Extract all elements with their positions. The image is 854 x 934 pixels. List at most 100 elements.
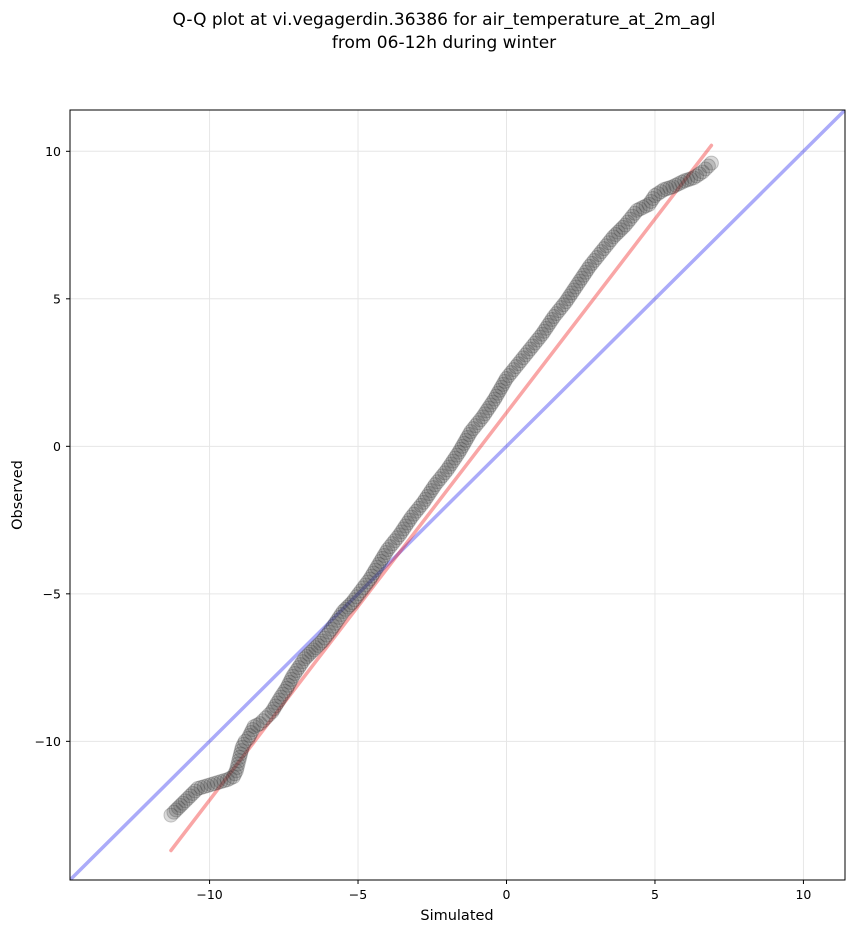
quantile-point [175,795,191,811]
quantile-point [216,773,232,789]
quantile-point [572,273,588,289]
quantile-point [578,264,594,280]
y-tick-label: −10 [35,734,61,749]
quantile-point [503,365,519,381]
quantile-point [317,630,333,646]
quantile-point [683,171,699,187]
quantile-point [275,686,291,702]
quantile-point [310,637,326,653]
quantile-point [689,168,705,184]
quantile-point [617,217,633,233]
quantile-point [647,188,663,204]
quantile-point [398,518,414,534]
quantile-point [287,665,303,681]
quantile-point [419,488,435,504]
quantile-point [627,205,643,221]
x-tick-label: 10 [795,887,811,902]
quantile-point [233,743,249,759]
quantile-point [513,353,529,369]
quantile-point [510,356,526,372]
quantile-point [333,606,349,622]
quantile-point [384,536,400,552]
quantile-point [423,483,439,499]
quantile-point [233,746,249,762]
quantile-point [451,444,467,460]
quantile-point [291,660,307,676]
quantile-point [261,707,277,723]
quantile-point [615,219,631,235]
quantile-point [325,618,341,634]
quantile-point [382,539,398,555]
x-tick-label: −10 [196,887,222,902]
quantile-point [490,385,506,401]
quantile-point [230,756,246,772]
quantile-point [432,471,448,487]
quantile-point [454,438,470,454]
quantile-point [603,232,619,248]
quantile-point [501,368,517,384]
quantile-point [400,515,416,531]
quantile-point [180,790,196,806]
quantile-point [665,179,681,195]
quantile-point [369,559,385,575]
quantile-point [495,376,511,392]
quantile-point [635,199,651,215]
quantile-point [269,695,285,711]
quantile-point [378,545,394,561]
x-tick-label: 0 [503,887,511,902]
quantile-point [650,186,666,202]
quantile-point [406,506,422,522]
quantile-point [295,654,311,670]
quantile-point [456,435,472,451]
quantile-point [227,766,243,782]
quantile-point [481,400,497,416]
quantile-point [413,497,429,513]
quantile-point [463,424,479,440]
quantile-point [677,173,693,189]
quantile-point [517,347,533,363]
quantile-point [458,432,474,448]
quantile-point [297,651,313,667]
quantile-point [525,338,541,354]
quantile-point [219,772,235,788]
quantile-point [558,294,574,310]
quantile-point [447,450,463,466]
quantile-point [182,788,198,804]
quantile-point [415,494,431,510]
quantile-point [323,621,339,637]
quantile-point [346,592,362,608]
quantile-point [659,181,675,197]
quantile-point [508,359,524,375]
quantile-point [222,770,238,786]
quantile-point [570,276,586,292]
quantile-point [697,161,713,177]
quantile-point [163,807,179,823]
quantile-point [166,804,182,820]
quantile-point [301,646,317,662]
quantile-point [580,261,596,277]
quantile-point [564,285,580,301]
quantile-point [351,586,367,602]
quantile-point [568,279,584,295]
quantile-point [255,713,271,729]
y-tick-label: 0 [53,439,61,454]
quantile-point [282,674,298,690]
quantile-point [329,612,345,628]
quantile-point [608,226,624,242]
plot-lines [70,110,845,880]
plot-frame [69,109,846,881]
quantile-point [246,719,262,735]
quantile-point [240,730,256,746]
quantile-point [582,258,598,274]
quantile-point [479,403,495,419]
quantile-point [249,717,265,733]
quantile-point [622,211,638,227]
quantile-point [193,780,209,796]
quantile-point [620,214,636,230]
quantile-point [206,776,222,792]
quantile-point [342,597,358,613]
quantile-point [425,480,441,496]
quantile-point [441,459,457,475]
quantile-point [362,571,378,587]
quantile-point [475,409,491,425]
